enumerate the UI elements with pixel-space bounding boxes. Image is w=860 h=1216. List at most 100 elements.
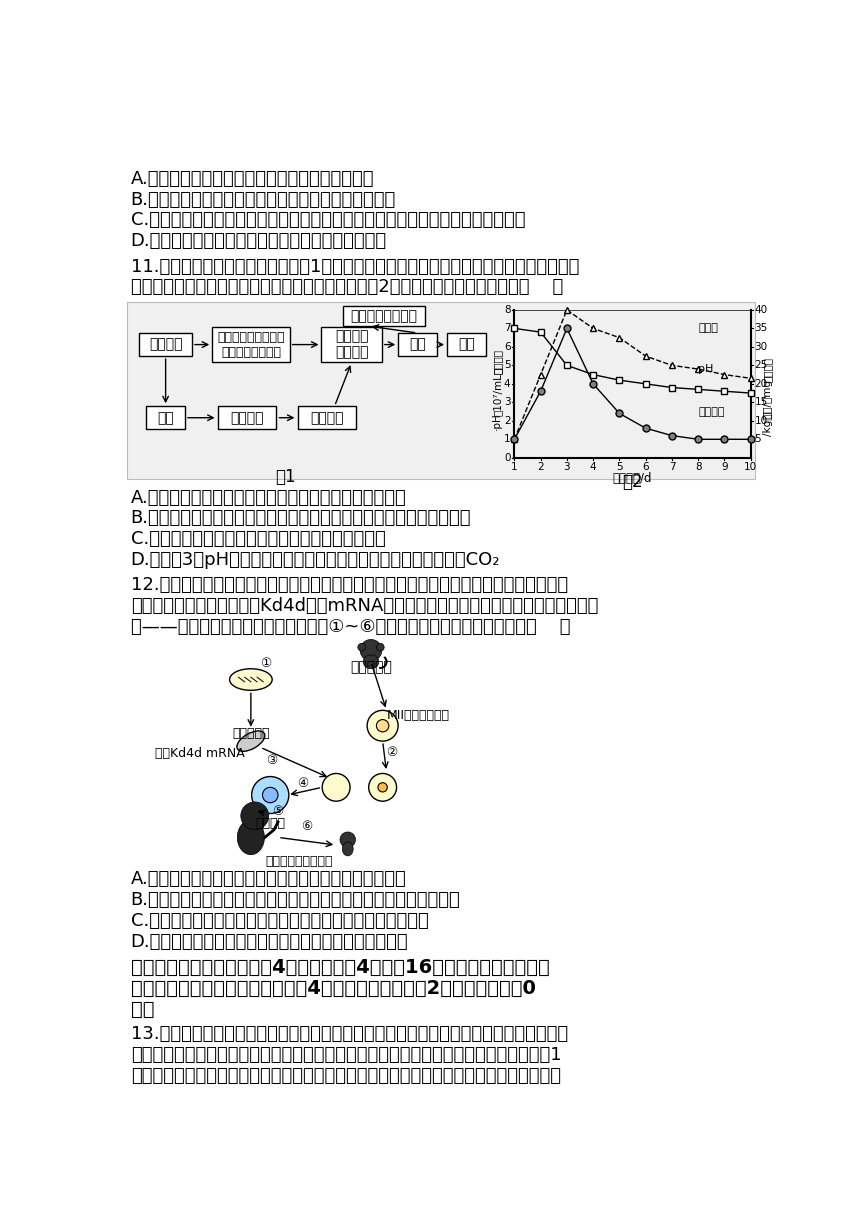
Text: ⑤: ⑤ — [272, 805, 283, 818]
Text: 成品: 成品 — [458, 338, 475, 351]
Text: 7: 7 — [504, 323, 511, 333]
Ellipse shape — [230, 669, 272, 691]
Text: C.不同的腌制时间，酸菜中亚硝酸盐的含量可能相同: C.不同的腌制时间，酸菜中亚硝酸盐的含量可能相同 — [131, 530, 385, 548]
FancyBboxPatch shape — [139, 333, 192, 356]
FancyBboxPatch shape — [322, 327, 382, 362]
Text: 亚硝酸盐: 亚硝酸盐 — [763, 356, 773, 382]
Text: 40: 40 — [754, 305, 768, 315]
Text: 5: 5 — [504, 360, 511, 371]
Text: 雌性食蟹猴: 雌性食蟹猴 — [350, 660, 392, 675]
Text: 35: 35 — [754, 323, 768, 333]
Text: ④: ④ — [298, 777, 309, 790]
FancyBboxPatch shape — [447, 333, 486, 356]
Text: 25: 25 — [754, 360, 768, 371]
Text: 2: 2 — [504, 416, 511, 426]
Circle shape — [377, 720, 389, 732]
FancyBboxPatch shape — [398, 333, 437, 356]
Text: 20: 20 — [754, 379, 768, 389]
Text: D.体细胞克隆猴的成功培育体现了动物体细胞核的全能性: D.体细胞克隆猴的成功培育体现了动物体细胞核的全能性 — [131, 933, 408, 951]
Text: 并在不同的腌制时间测定酸菜中亚硝酸盐的含量如图2所示。下列说法中正确的是（    ）: 并在不同的腌制时间测定酸菜中亚硝酸盐的含量如图2所示。下列说法中正确的是（ ） — [131, 278, 563, 297]
Text: 测定亚硝酸盐含量: 测定亚硝酸盐含量 — [351, 309, 418, 323]
Text: 个郎飞氏结跳跃到邻近的下一个郎飞氏结（在有髓神经纤维上，具有较厚的髓鞘，每间隔1: 个郎飞氏结跳跃到邻近的下一个郎飞氏结（在有髓神经纤维上，具有较厚的髓鞘，每间隔1 — [131, 1046, 562, 1064]
Text: 发酵时间/d: 发酵时间/d — [613, 472, 653, 485]
Text: 乳酸菌数: 乳酸菌数 — [492, 349, 502, 375]
Ellipse shape — [237, 731, 265, 751]
Text: 加盐: 加盐 — [157, 411, 174, 424]
Text: 2: 2 — [538, 462, 544, 472]
Text: 8: 8 — [504, 305, 511, 315]
Text: D.图中第3天pH开始下降，原因是乳酸菌发酵过程中会产生乳酸和CO₂: D.图中第3天pH开始下降，原因是乳酸菌发酵过程中会产生乳酸和CO₂ — [131, 551, 501, 569]
Circle shape — [340, 832, 355, 848]
Text: 4: 4 — [590, 462, 597, 472]
Circle shape — [358, 643, 366, 651]
Text: 15: 15 — [754, 398, 768, 407]
Text: 3: 3 — [504, 398, 511, 407]
Text: /kg）: /kg） — [763, 413, 773, 437]
FancyBboxPatch shape — [343, 306, 425, 326]
Text: 0: 0 — [504, 452, 511, 463]
Text: 4: 4 — [504, 379, 511, 389]
Text: 个选项符合题目要求，全部选对得4分，选对但不全的得2分，有选错的得0: 个选项符合题目要求，全部选对得4分，选对但不全的得2分，有选错的得0 — [131, 979, 536, 998]
Text: 泡菜盐水: 泡菜盐水 — [310, 411, 344, 424]
Text: 7: 7 — [668, 462, 675, 472]
Text: C.核移植时需用物理、化学或者灭活的病毒等方法激活重构胚: C.核移植时需用物理、化学或者灭活的病毒等方法激活重构胚 — [131, 912, 428, 930]
Circle shape — [377, 643, 384, 651]
Text: 毫米左右髓鞘中断，在两段髓鞘之间是无髓鞘的部分，称为郎飞氏结），这种传导方式称为: 毫米左右髓鞘中断，在两段髓鞘之间是无髓鞘的部分，称为郎飞氏结），这种传导方式称为 — [131, 1066, 561, 1085]
Text: ③: ③ — [267, 754, 278, 767]
Text: 注入Kd4d mRNA: 注入Kd4d mRNA — [155, 748, 245, 760]
Text: 5: 5 — [754, 434, 761, 444]
Text: C.桑基鱼塘生态系统能够调节气候、涵养水源等，这体现了生物多样性的间接价值: C.桑基鱼塘生态系统能够调节气候、涵养水源等，这体现了生物多样性的间接价值 — [131, 212, 525, 230]
Text: 3: 3 — [563, 462, 570, 472]
Text: 含量/（mg: 含量/（mg — [763, 379, 773, 418]
Text: A.利用乳酸菌制作泡菜过程中，先通气培养，后密封发酵: A.利用乳酸菌制作泡菜过程中，先通气培养，后密封发酵 — [131, 489, 407, 507]
Circle shape — [378, 783, 387, 792]
Text: 乳酸菌: 乳酸菌 — [698, 323, 718, 333]
Text: ⑥: ⑥ — [302, 820, 313, 833]
Text: 12.在动物体细胞核移植中，非人灵长类动物的体细胞核移植非常困难。我国科学家经过多: 12.在动物体细胞核移植中，非人灵长类动物的体细胞核移植非常困难。我国科学家经过… — [131, 576, 568, 595]
Text: 加入调味
料、装坛: 加入调味 料、装坛 — [335, 330, 368, 360]
Text: 11.泡菜是我国的传统食品之一，图1是泡菜的制作及测定亚硝酸盐含量的实验流程示意图，: 11.泡菜是我国的传统食品之一，图1是泡菜的制作及测定亚硝酸盐含量的实验流程示意… — [131, 258, 579, 276]
Text: 图2: 图2 — [623, 473, 643, 491]
Text: 6: 6 — [504, 342, 511, 351]
Text: 13.神经冲动在传导时，动作电位沿着神经纤维传导过程中具有不衰减性。局部电流可由一: 13.神经冲动在传导时，动作电位沿着神经纤维传导过程中具有不衰减性。局部电流可由… — [131, 1025, 568, 1043]
Text: 原料选择: 原料选择 — [149, 338, 182, 351]
Circle shape — [322, 773, 350, 801]
Text: 1: 1 — [511, 462, 518, 472]
FancyBboxPatch shape — [298, 406, 356, 429]
Circle shape — [241, 803, 268, 829]
Text: ①: ① — [261, 658, 272, 670]
Text: ②: ② — [386, 747, 397, 759]
FancyBboxPatch shape — [212, 327, 290, 362]
Text: B.多途径利用农作物可提高该生态系统的能量利用效率: B.多途径利用农作物可提高该生态系统的能量利用效率 — [131, 191, 396, 209]
Text: D.生态系统中每个营养级的同化量来源和去向都相同: D.生态系统中每个营养级的同化量来源和去向都相同 — [131, 232, 387, 250]
Text: 亚硝酸盐: 亚硝酸盐 — [698, 406, 724, 417]
Text: 分。: 分。 — [131, 1000, 154, 1019]
Text: 9: 9 — [722, 462, 728, 472]
Text: B.泡菜坛内有时会长一层白膜，是大量乳酸菌聚集在发酵液表面形成的: B.泡菜坛内有时会长一层白膜，是大量乳酸菌聚集在发酵液表面形成的 — [131, 510, 471, 528]
Text: ·pH: ·pH — [492, 412, 502, 429]
Ellipse shape — [237, 820, 264, 855]
Text: 10: 10 — [754, 416, 768, 426]
Text: 盐水冷却: 盐水冷却 — [230, 411, 264, 424]
Text: 10: 10 — [744, 462, 758, 472]
Circle shape — [262, 787, 278, 803]
Circle shape — [360, 640, 382, 662]
Text: 图1: 图1 — [275, 468, 296, 485]
Text: 成纤维细胞: 成纤维细胞 — [232, 727, 270, 741]
Ellipse shape — [342, 841, 353, 856]
Circle shape — [369, 773, 396, 801]
FancyBboxPatch shape — [146, 406, 185, 429]
Text: 8: 8 — [695, 462, 702, 472]
Text: 发酵: 发酵 — [409, 338, 426, 351]
Ellipse shape — [363, 655, 378, 669]
Text: 30: 30 — [754, 342, 768, 351]
Text: MII中期卵母细胞: MII中期卵母细胞 — [386, 709, 450, 722]
Text: 年努力，利用去甲基化酶（Kd4d）的mRNA，经体细胞核移植技术培育出第一批灵长类动: 年努力，利用去甲基化酶（Kd4d）的mRNA，经体细胞核移植技术培育出第一批灵长… — [131, 597, 598, 615]
Text: 体细胞核移植食蟹猴: 体细胞核移植食蟹猴 — [266, 855, 333, 868]
Text: pH: pH — [698, 364, 714, 375]
Text: A.动物细胞培养过程中通常需要加入血清等一些天然成分: A.动物细胞培养过程中通常需要加入血清等一些天然成分 — [131, 871, 407, 889]
FancyBboxPatch shape — [218, 406, 276, 429]
Text: 融合细胞: 融合细胞 — [255, 817, 286, 829]
Text: A.桑基鱼塘生态系统应用了生态工程中的循环原理: A.桑基鱼塘生态系统应用了生态工程中的循环原理 — [131, 170, 374, 187]
Circle shape — [367, 710, 398, 741]
